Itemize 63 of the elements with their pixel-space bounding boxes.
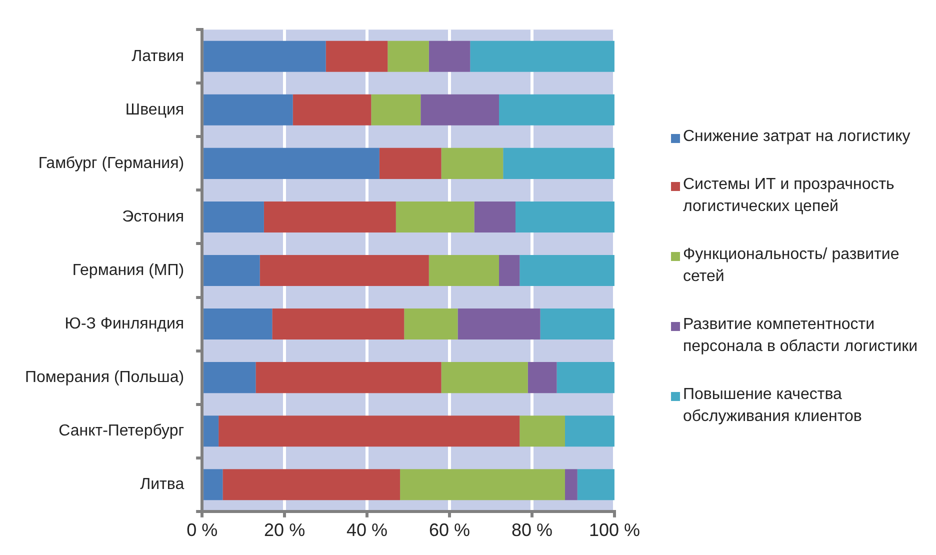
x-tick-label: 0 % xyxy=(186,520,218,540)
x-tick-label: 60 % xyxy=(429,520,470,540)
bar xyxy=(204,201,264,232)
x-tick-label: 80 % xyxy=(511,520,553,540)
x-tick-label: 40 % xyxy=(346,520,388,540)
bar xyxy=(404,308,458,340)
y-tick-label: Санкт-Петербург xyxy=(58,422,184,440)
bar xyxy=(474,201,516,232)
bar xyxy=(218,416,520,447)
bar xyxy=(428,40,470,72)
bar xyxy=(441,362,528,394)
bar xyxy=(272,308,404,340)
legend-label: Снижение затрат на логистику xyxy=(683,126,910,146)
bar xyxy=(204,308,272,340)
legend-label: Системы ИТ и прозрачность логистических цепей xyxy=(683,174,896,216)
y-tick-label: Эстония xyxy=(122,208,184,226)
bar xyxy=(204,254,260,286)
bar xyxy=(379,148,442,179)
bar xyxy=(528,362,557,394)
bar xyxy=(204,94,293,126)
bar xyxy=(520,254,614,286)
y-tick-label: Гамбург (Германия) xyxy=(38,154,184,172)
bar xyxy=(396,201,474,232)
bar xyxy=(222,469,400,500)
bar xyxy=(400,469,565,500)
bar xyxy=(503,148,614,179)
bar xyxy=(260,254,429,286)
bar xyxy=(564,416,614,447)
bar xyxy=(556,362,614,394)
x-tick-label: 20 % xyxy=(264,520,306,540)
bar xyxy=(204,362,256,394)
legend-label: Функциональность/ развитие сетей xyxy=(683,244,900,286)
bar xyxy=(564,469,578,500)
bar xyxy=(371,94,421,126)
bar xyxy=(540,308,614,340)
bar xyxy=(388,40,429,72)
bar xyxy=(520,416,565,447)
bar xyxy=(204,40,326,72)
bar xyxy=(204,148,380,179)
bar xyxy=(292,94,372,126)
y-tick-label: Швеция xyxy=(125,101,184,118)
y-tick-label: Померания (Польша) xyxy=(24,368,184,386)
bar xyxy=(264,201,396,232)
bar xyxy=(420,94,500,126)
bar xyxy=(499,94,614,126)
legend-label: Развитие компетентности персонала в области логистики xyxy=(683,314,919,356)
y-tick-label: Германия (МП) xyxy=(72,262,184,279)
bar xyxy=(441,148,504,179)
bar xyxy=(204,416,219,447)
y-tick-label: Латвия xyxy=(132,48,184,65)
bar xyxy=(428,254,500,286)
bar xyxy=(516,201,614,232)
bar xyxy=(326,40,388,72)
bar xyxy=(256,362,442,394)
y-tick-label: Ю-З Финляндия xyxy=(64,315,184,332)
bar xyxy=(204,469,223,500)
bar xyxy=(470,40,614,72)
x-tick-label: 100 % xyxy=(588,520,640,540)
y-tick-label: Литва xyxy=(140,476,184,494)
bar xyxy=(577,469,614,500)
legend-label: Повышение качества обслуживания клиентов xyxy=(683,384,863,426)
bar xyxy=(458,308,540,340)
bar xyxy=(499,254,520,286)
